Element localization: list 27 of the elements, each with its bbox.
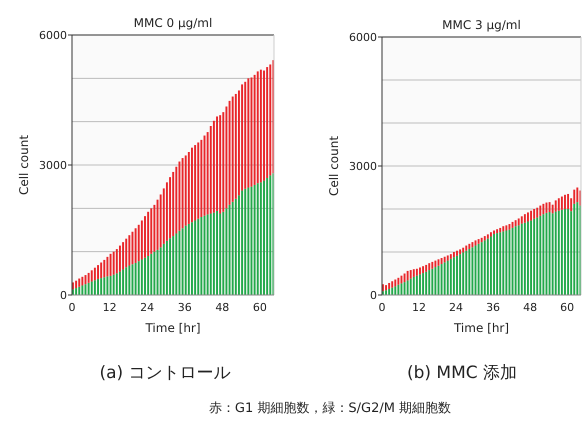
- text: (b) MMC 添加: [406, 363, 518, 383]
- x-tick-label: 48: [215, 301, 230, 314]
- y-axis-title: Cell count: [327, 136, 341, 196]
- y-tick-label: 0: [60, 289, 67, 302]
- y-tick-label: 3000: [39, 159, 67, 172]
- y-tick-label: 6000: [349, 31, 377, 44]
- chart-title: MMC 3 μg/ml: [442, 18, 521, 32]
- chart-title: MMC 0 μg/ml: [134, 16, 212, 30]
- x-tick-label: 48: [523, 301, 538, 314]
- y-axis-title: Cell count: [17, 134, 31, 196]
- x-tick-label: 24: [449, 301, 464, 314]
- x-tick-label: 12: [412, 301, 426, 314]
- text: 赤：G1 期細胞数，緑：S/G2/M 期細胞数: [208, 401, 452, 416]
- y-tick-label: 6000: [39, 29, 67, 42]
- text: (a) コントロール: [99, 363, 231, 383]
- x-tick-label: 36: [486, 301, 500, 314]
- y-tick-label: 3000: [349, 160, 377, 173]
- x-axis-title: Time [hr]: [452, 321, 510, 335]
- x-tick-label: 12: [102, 301, 117, 314]
- y-tick-label: 0: [370, 289, 377, 302]
- x-tick-label: 36: [178, 301, 192, 314]
- x-axis-title: Time [hr]: [144, 321, 201, 335]
- x-tick-label: 60: [252, 301, 267, 314]
- x-tick-label: 60: [560, 301, 574, 314]
- x-tick-label: 24: [140, 301, 154, 314]
- x-tick-label: 0: [378, 301, 386, 314]
- x-tick-label: 0: [68, 301, 76, 314]
